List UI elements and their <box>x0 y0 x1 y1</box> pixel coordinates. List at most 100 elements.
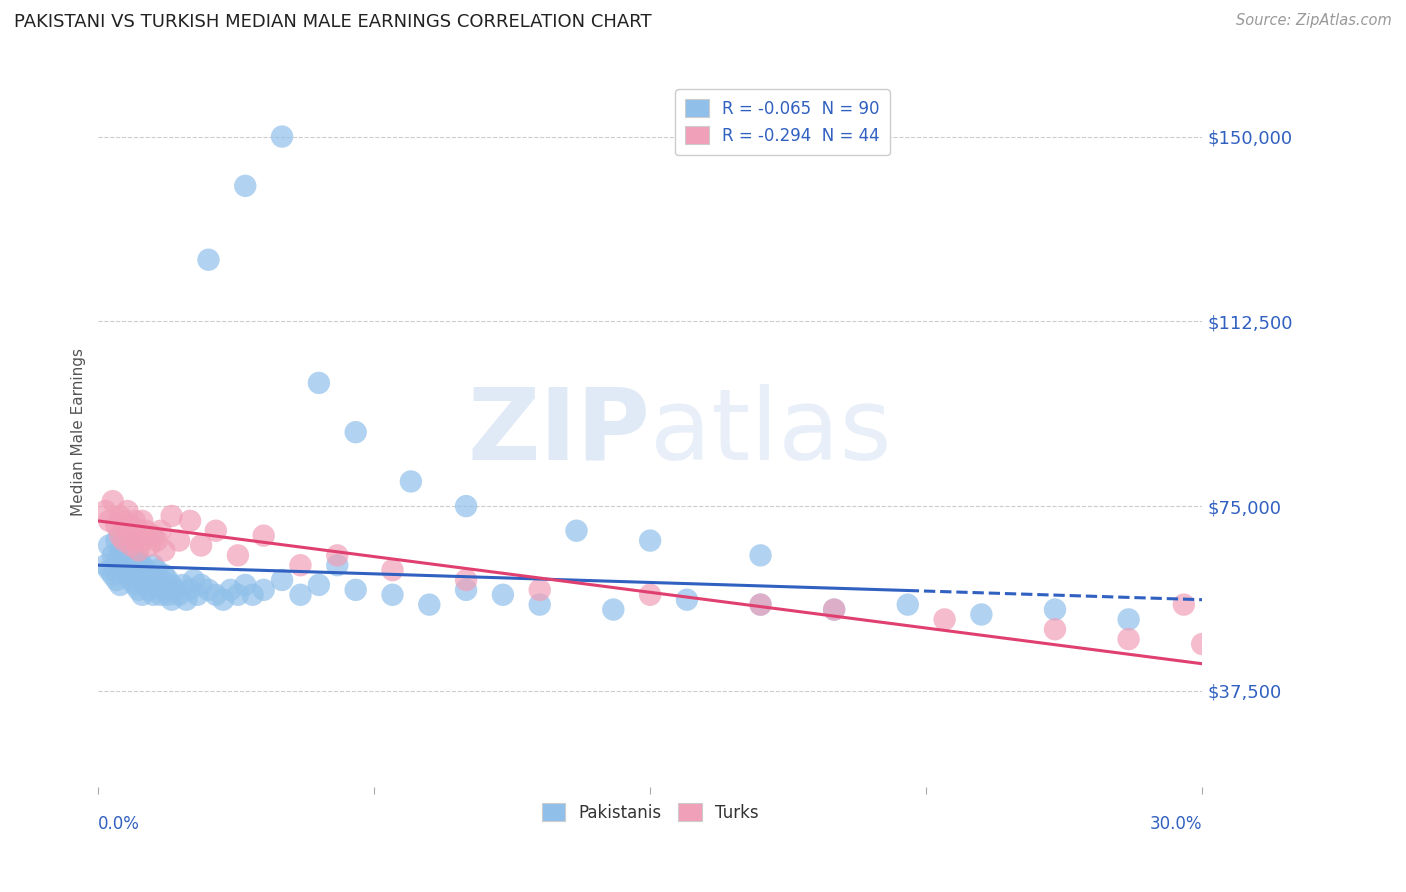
Point <box>149 573 172 587</box>
Point <box>529 598 551 612</box>
Point <box>108 543 131 558</box>
Point <box>135 563 157 577</box>
Point <box>149 524 172 538</box>
Point <box>456 499 478 513</box>
Point <box>120 543 142 558</box>
Point <box>101 568 124 582</box>
Point <box>142 558 165 573</box>
Point <box>602 602 624 616</box>
Point <box>242 588 264 602</box>
Point <box>138 582 160 597</box>
Point <box>98 539 121 553</box>
Point <box>1043 602 1066 616</box>
Point <box>290 558 312 573</box>
Point <box>492 588 515 602</box>
Point <box>749 598 772 612</box>
Point <box>344 582 367 597</box>
Text: ZIP: ZIP <box>467 384 650 481</box>
Point <box>112 533 135 548</box>
Point <box>120 539 142 553</box>
Point <box>131 514 153 528</box>
Point <box>226 588 249 602</box>
Point <box>128 582 150 597</box>
Point <box>456 582 478 597</box>
Point <box>112 514 135 528</box>
Point <box>105 573 128 587</box>
Point <box>749 549 772 563</box>
Point <box>271 129 294 144</box>
Point <box>117 504 139 518</box>
Point <box>128 543 150 558</box>
Point <box>1043 622 1066 636</box>
Point <box>197 582 219 597</box>
Point <box>529 582 551 597</box>
Point <box>117 553 139 567</box>
Point <box>1191 637 1213 651</box>
Point <box>105 518 128 533</box>
Point <box>142 529 165 543</box>
Point <box>290 588 312 602</box>
Point <box>271 573 294 587</box>
Point <box>344 425 367 440</box>
Point <box>179 582 201 597</box>
Point <box>638 533 661 548</box>
Point <box>823 602 845 616</box>
Point <box>205 588 228 602</box>
Point <box>823 602 845 616</box>
Point <box>149 588 172 602</box>
Point <box>120 573 142 587</box>
Text: atlas: atlas <box>650 384 891 481</box>
Point <box>167 588 190 602</box>
Point <box>128 524 150 538</box>
Point <box>153 568 176 582</box>
Point <box>167 533 190 548</box>
Point <box>146 578 169 592</box>
Point <box>138 539 160 553</box>
Point <box>128 568 150 582</box>
Point <box>160 592 183 607</box>
Point <box>676 592 699 607</box>
Point <box>108 529 131 543</box>
Point <box>120 558 142 573</box>
Point <box>131 558 153 573</box>
Point <box>124 533 146 548</box>
Point <box>381 563 404 577</box>
Point <box>117 533 139 548</box>
Point <box>253 529 276 543</box>
Point <box>253 582 276 597</box>
Point <box>456 573 478 587</box>
Point <box>934 612 956 626</box>
Point <box>146 563 169 577</box>
Point <box>128 553 150 567</box>
Text: PAKISTANI VS TURKISH MEDIAN MALE EARNINGS CORRELATION CHART: PAKISTANI VS TURKISH MEDIAN MALE EARNING… <box>14 13 652 31</box>
Point <box>179 514 201 528</box>
Point <box>160 508 183 523</box>
Point <box>156 588 179 602</box>
Point <box>108 508 131 523</box>
Point <box>124 514 146 528</box>
Point <box>124 549 146 563</box>
Point <box>98 514 121 528</box>
Point <box>156 573 179 587</box>
Point <box>326 549 349 563</box>
Point <box>138 568 160 582</box>
Point <box>124 563 146 577</box>
Point <box>212 592 235 607</box>
Point <box>131 533 153 548</box>
Text: Source: ZipAtlas.com: Source: ZipAtlas.com <box>1236 13 1392 29</box>
Point <box>105 553 128 567</box>
Point <box>219 582 242 597</box>
Point <box>190 539 212 553</box>
Point <box>233 578 256 592</box>
Point <box>226 549 249 563</box>
Point <box>399 475 422 489</box>
Point <box>117 568 139 582</box>
Y-axis label: Median Male Earnings: Median Male Earnings <box>72 348 86 516</box>
Legend: Pakistanis, Turks: Pakistanis, Turks <box>536 797 765 829</box>
Point <box>135 578 157 592</box>
Point <box>101 494 124 508</box>
Point <box>638 588 661 602</box>
Point <box>749 598 772 612</box>
Text: 0.0%: 0.0% <box>98 815 141 833</box>
Point <box>105 533 128 548</box>
